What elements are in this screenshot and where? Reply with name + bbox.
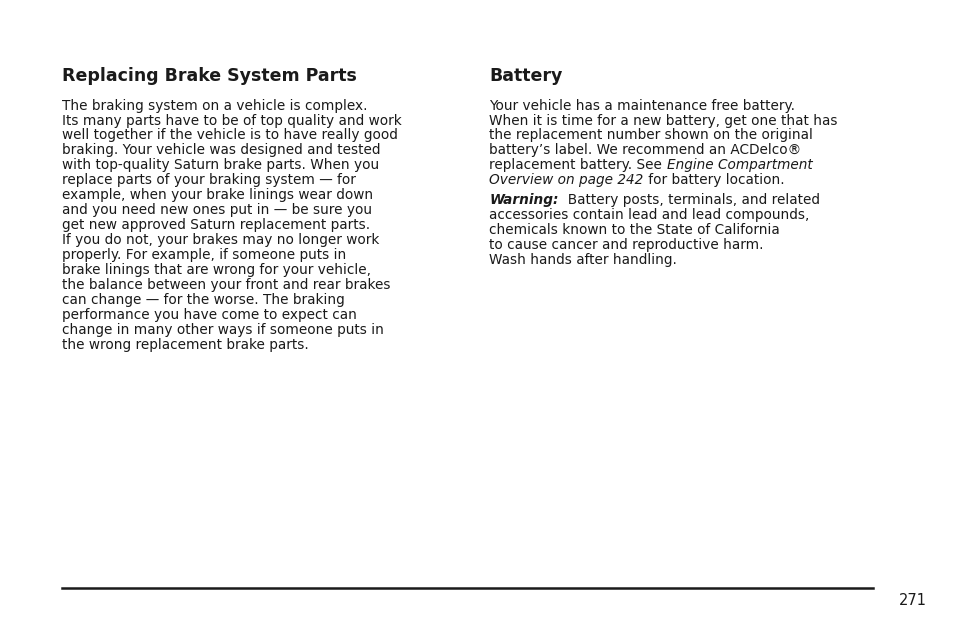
Text: braking. Your vehicle was designed and tested: braking. Your vehicle was designed and t… [62, 143, 380, 158]
Text: to cause cancer and reproductive harm.: to cause cancer and reproductive harm. [489, 238, 763, 252]
Text: 271: 271 [898, 593, 925, 608]
Text: The braking system on a vehicle is complex.: The braking system on a vehicle is compl… [62, 99, 367, 113]
Text: Wash hands after handling.: Wash hands after handling. [489, 253, 677, 267]
Text: Warning:: Warning: [489, 193, 558, 207]
Text: with top-quality Saturn brake parts. When you: with top-quality Saturn brake parts. Whe… [62, 158, 378, 172]
Text: properly. For example, if someone puts in: properly. For example, if someone puts i… [62, 248, 346, 262]
Text: the replacement number shown on the original: the replacement number shown on the orig… [489, 128, 812, 142]
Text: well together if the vehicle is to have really good: well together if the vehicle is to have … [62, 128, 397, 142]
Text: brake linings that are wrong for your vehicle,: brake linings that are wrong for your ve… [62, 263, 371, 277]
Text: the balance between your front and rear brakes: the balance between your front and rear … [62, 278, 390, 292]
Text: Replacing Brake System Parts: Replacing Brake System Parts [62, 67, 356, 85]
Text: Battery posts, terminals, and related: Battery posts, terminals, and related [558, 193, 819, 207]
Text: Overview on page 242: Overview on page 242 [489, 173, 643, 188]
Text: get new approved Saturn replacement parts.: get new approved Saturn replacement part… [62, 218, 370, 232]
Text: Engine Compartment: Engine Compartment [666, 158, 812, 172]
Text: for battery location.: for battery location. [643, 173, 783, 188]
Text: Your vehicle has a maintenance free battery.: Your vehicle has a maintenance free batt… [489, 99, 795, 113]
Text: accessories contain lead and lead compounds,: accessories contain lead and lead compou… [489, 209, 809, 223]
Text: When it is time for a new battery, get one that has: When it is time for a new battery, get o… [489, 113, 837, 128]
Text: and you need new ones put in — be sure you: and you need new ones put in — be sure y… [62, 203, 372, 218]
Text: Battery: Battery [489, 67, 562, 85]
Text: performance you have come to expect can: performance you have come to expect can [62, 308, 356, 322]
Text: Its many parts have to be of top quality and work: Its many parts have to be of top quality… [62, 113, 401, 128]
Text: replace parts of your braking system — for: replace parts of your braking system — f… [62, 173, 355, 188]
Text: the wrong replacement brake parts.: the wrong replacement brake parts. [62, 338, 309, 352]
Text: If you do not, your brakes may no longer work: If you do not, your brakes may no longer… [62, 233, 379, 247]
Text: replacement battery. See: replacement battery. See [489, 158, 666, 172]
Text: example, when your brake linings wear down: example, when your brake linings wear do… [62, 188, 373, 202]
Text: change in many other ways if someone puts in: change in many other ways if someone put… [62, 322, 383, 337]
Text: chemicals known to the State of California: chemicals known to the State of Californ… [489, 223, 780, 237]
Text: can change — for the worse. The braking: can change — for the worse. The braking [62, 293, 344, 307]
Text: battery’s label. We recommend an ACDelco®: battery’s label. We recommend an ACDelco… [489, 143, 801, 158]
